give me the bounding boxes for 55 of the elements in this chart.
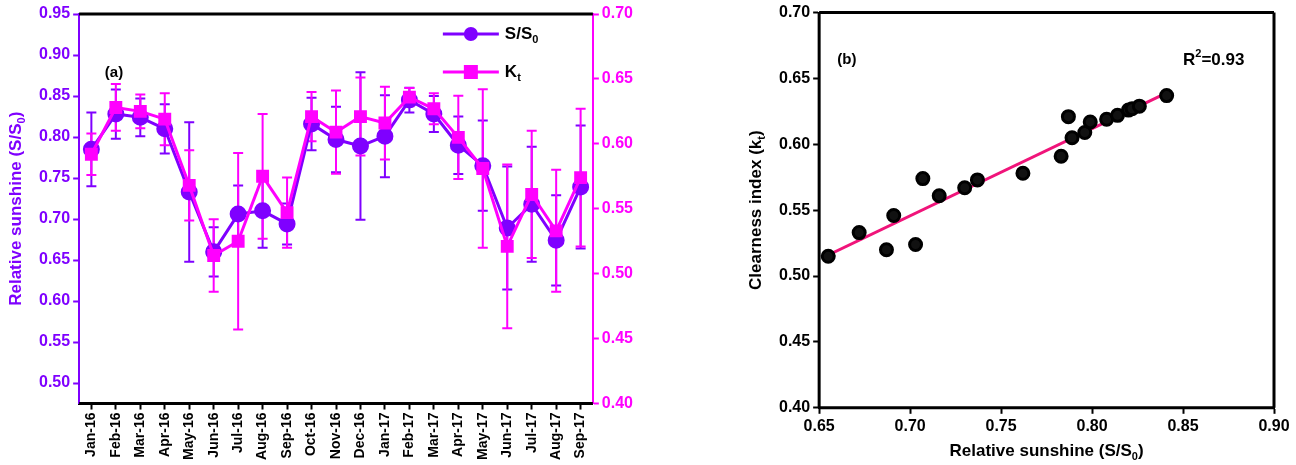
y2-tick-label: 0.70 (601, 4, 634, 22)
x-tick-label: Dec-16 (351, 412, 368, 459)
x-tick-label: Aug-17 (547, 412, 564, 460)
annotation: (b) (837, 50, 857, 68)
y2-tick-label: 0.65 (601, 69, 634, 87)
y-axis-title: Relative sunshine (S/S0) (5, 111, 27, 306)
x-tick-label: Jul-17 (522, 412, 539, 453)
x-tick-label: 0.80 (1076, 416, 1108, 434)
x-tick-label: Sep-17 (571, 412, 588, 459)
y-tick-label: 0.80 (39, 127, 71, 145)
y-tick-label: 0.55 (779, 200, 811, 218)
y-axis-title: Clearness index (kt) (745, 130, 767, 290)
y-tick-label: 0.85 (39, 86, 71, 104)
x-tick-label: 0.65 (803, 416, 835, 434)
y-tick-label: 0.95 (39, 4, 71, 22)
y-tick-label: 0.50 (39, 373, 71, 391)
x-tick-label: Oct-16 (302, 412, 319, 457)
y2-tick-label: 0.50 (601, 264, 634, 282)
x-tick-label: 0.70 (894, 416, 926, 434)
x-tick-label: Jul-16 (229, 412, 246, 453)
y2-tick-label: 0.45 (601, 329, 634, 347)
y-tick-label: 0.60 (39, 291, 71, 309)
x-tick-label: Jan-17 (375, 412, 392, 457)
x-tick-label: Mar-17 (424, 412, 441, 458)
y-tick-label: 0.70 (779, 3, 811, 21)
x-tick-label: Apr-17 (449, 412, 466, 457)
x-tick-label: 0.90 (1258, 416, 1290, 434)
x-tick-label: Feb-17 (400, 412, 417, 458)
y-tick-label: 0.55 (39, 332, 71, 350)
y-tick-label: 0.65 (39, 250, 71, 268)
y-tick-label: 0.65 (779, 68, 811, 86)
y2-tick-label: 0.40 (601, 393, 634, 411)
x-tick-label: Mar-16 (131, 412, 148, 458)
x-tick-label: Jun-16 (204, 412, 221, 458)
x-tick-label: May-17 (473, 412, 490, 460)
y-tick-label: 0.90 (39, 45, 71, 63)
y2-tick-label: 0.60 (601, 134, 634, 152)
x-tick-label: Nov-16 (326, 412, 343, 460)
annotation: (a) (104, 62, 124, 80)
y2-tick-label: 0.55 (601, 199, 634, 217)
y-tick-label: 0.70 (39, 209, 71, 227)
y-tick-label: 0.45 (779, 332, 811, 350)
x-tick-label: Jun-17 (498, 412, 515, 458)
x-tick-label: Jan-16 (82, 412, 99, 457)
x-tick-label: May-16 (180, 412, 197, 460)
y-tick-label: 0.60 (779, 134, 811, 152)
y-tick-label: 0.75 (39, 168, 71, 186)
x-tick-label: 0.85 (1167, 416, 1199, 434)
y-tick-label: 0.50 (779, 266, 811, 284)
x-tick-label: Sep-16 (277, 412, 294, 459)
x-tick-label: Feb-16 (106, 412, 123, 458)
y-tick-label: 0.40 (779, 398, 811, 416)
x-tick-label: Apr-16 (155, 412, 172, 457)
x-tick-label: 0.75 (985, 416, 1017, 434)
x-tick-label: Aug-16 (253, 412, 270, 460)
